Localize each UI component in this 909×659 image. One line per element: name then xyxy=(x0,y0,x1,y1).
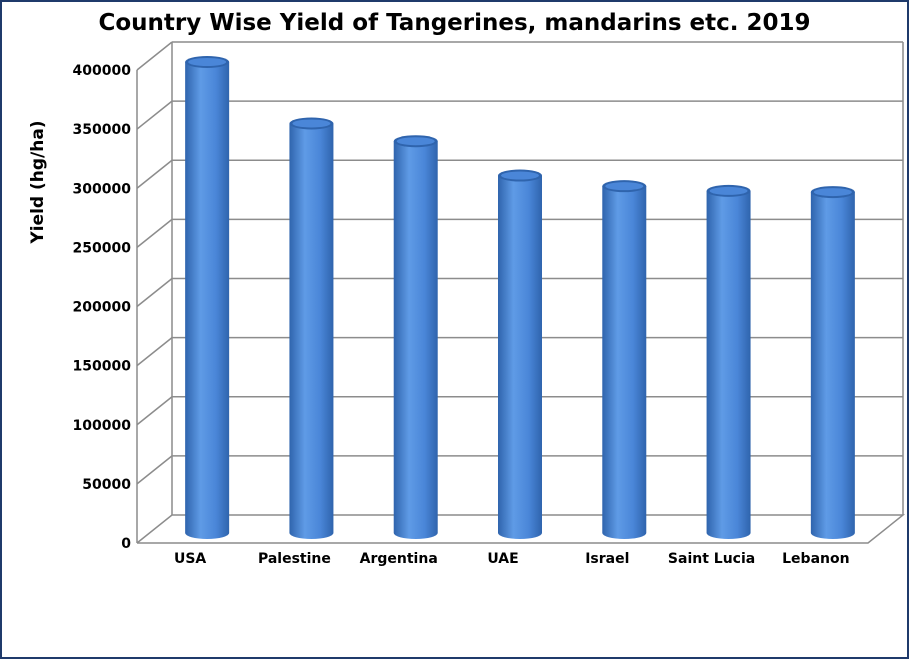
floor xyxy=(136,514,906,544)
y-tick-label: 400000 xyxy=(73,63,132,79)
bar xyxy=(706,184,751,539)
bar xyxy=(602,180,647,539)
gridline-diagonal xyxy=(136,218,173,248)
bar-body xyxy=(393,141,438,540)
x-tick-label: Israel xyxy=(585,551,629,567)
bar-body xyxy=(289,123,334,540)
bar-cap-highlight xyxy=(292,119,331,128)
bar-body xyxy=(706,190,751,539)
gridline-diagonal xyxy=(136,337,173,367)
bar-cap-highlight xyxy=(605,182,644,191)
gridline-diagonal xyxy=(136,455,173,485)
gridline-diagonal xyxy=(136,100,173,130)
y-tick-label: 350000 xyxy=(73,122,132,138)
y-tick-label: 300000 xyxy=(73,181,132,197)
gridline-diagonal xyxy=(136,41,173,71)
bar xyxy=(393,135,438,540)
y-tick-label: 150000 xyxy=(73,359,132,375)
chart-title: Country Wise Yield of Tangerines, mandar… xyxy=(98,10,811,36)
bar-cap-highlight xyxy=(813,188,852,197)
x-tick-label: Argentina xyxy=(360,551,438,567)
bar-body xyxy=(498,175,542,539)
y-tick-label: 100000 xyxy=(73,418,132,434)
y-tick-label: 0 xyxy=(121,536,131,552)
x-axis-categories: USA Palestine Argentina UAE Israel Saint Luci… xyxy=(174,551,850,567)
bar-cap-highlight xyxy=(709,186,748,195)
bar xyxy=(185,56,230,539)
x-tick-label: Lebanon xyxy=(782,551,849,567)
y-tick-label: 200000 xyxy=(73,300,132,316)
bar-cap-highlight xyxy=(188,58,227,66)
x-tick-label: Palestine xyxy=(258,551,331,567)
x-tick-label: Saint Lucia xyxy=(668,551,755,567)
x-tick-label: USA xyxy=(174,551,206,567)
y-tick-label: 250000 xyxy=(73,240,132,256)
bar xyxy=(810,186,855,539)
gridline-diagonal xyxy=(136,277,173,308)
bar-cap-highlight xyxy=(501,171,539,180)
bar-body xyxy=(810,192,855,539)
y-axis-ticks: 0 50000 100000 150000 200000 250000 300000 3500… xyxy=(73,63,132,552)
y-tick-label: 50000 xyxy=(82,477,131,493)
bar-cap-highlight xyxy=(396,137,435,146)
gridline-diagonal xyxy=(136,159,173,189)
x-tick-label: UAE xyxy=(487,551,518,567)
bars xyxy=(185,56,855,540)
bar-body xyxy=(602,186,647,539)
gridline-diagonal xyxy=(136,396,173,426)
bar-body xyxy=(185,62,230,539)
bar xyxy=(289,117,334,540)
bar xyxy=(498,169,542,539)
